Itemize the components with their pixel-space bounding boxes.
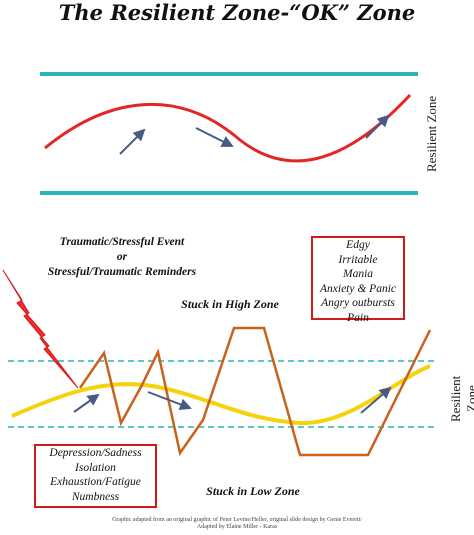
- arrow-icon: [195, 127, 234, 147]
- trauma-line-2: or: [116, 251, 128, 263]
- arrow-icon: [360, 386, 392, 414]
- stuck-low-zone-label: Stuck in Low Zone: [206, 484, 300, 498]
- arrow-icon: [365, 114, 390, 139]
- symptom-item: Irritable: [338, 253, 378, 266]
- arrow-icon: [147, 391, 192, 411]
- arrow-icon: [73, 393, 100, 413]
- stuck-high-zone-label: Stuck in High Zone: [181, 297, 279, 311]
- credit-line-1: Graphic adapted from an original graphic…: [112, 517, 362, 523]
- resilient-zone-label-bottom: Resilient Zone: [448, 375, 474, 423]
- trauma-line-3: Stressful/Traumatic Reminders: [47, 266, 197, 278]
- symptom-item: Edgy: [346, 239, 370, 251]
- symptom-item: Angry outbursts: [321, 297, 395, 309]
- low-zone-symptoms-box: Depression/Sadness Isolation Exhaustion/…: [34, 444, 157, 508]
- trauma-line-1: Traumatic/Stressful Event: [59, 236, 185, 248]
- high-zone-symptoms-box: Edgy Irritable Mania Anxiety & Panic Ang…: [311, 236, 405, 324]
- symptom-item: Exhaustion/Fatigue: [50, 476, 141, 488]
- yellow-resilient-wave: [11, 364, 431, 426]
- symptom-item: Mania: [342, 268, 374, 280]
- lightning-bolt-icon: [2, 269, 79, 389]
- credit-text: Graphic adapted from an original graphic…: [0, 517, 474, 531]
- credit-line-2: Adapted by Elaine Miller - Karas: [196, 524, 278, 530]
- symptom-item: Numbness: [71, 490, 120, 503]
- symptom-item: Anxiety & Panic: [320, 282, 396, 295]
- arrow-icon: [119, 128, 146, 155]
- trauma-event-text: Traumatic/Stressful Event or Stressful/T…: [22, 235, 222, 280]
- resilient-zone-label-top: Resilient Zone: [424, 95, 439, 173]
- symptom-item: Depression/Sadness: [49, 447, 142, 459]
- symptom-item: Pain: [347, 311, 369, 324]
- stuck-zigzag-line: [78, 326, 432, 457]
- page-title: The Resilient Zone-“OK” Zone: [58, 0, 416, 25]
- resilient-wave-curve: [44, 93, 412, 163]
- symptom-item: Isolation: [75, 461, 116, 474]
